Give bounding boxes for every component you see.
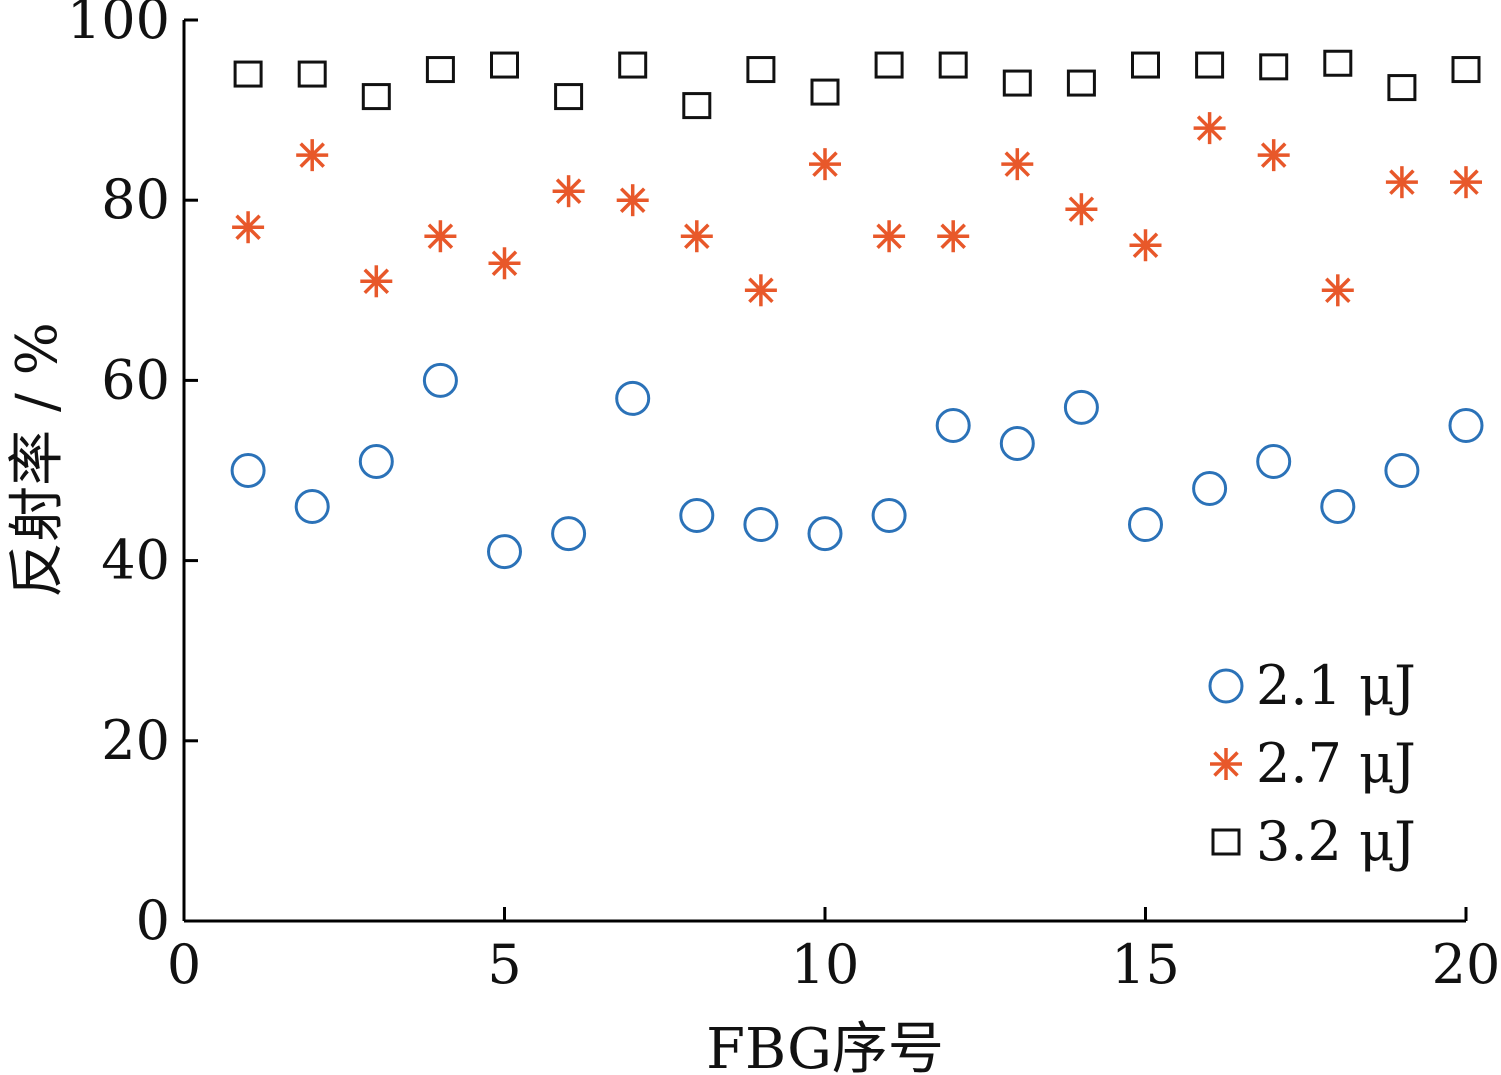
x-tick-label-15: 15 xyxy=(1111,933,1180,996)
x-tick-label-20: 20 xyxy=(1432,933,1501,996)
point-s1-x16 xyxy=(1192,471,1228,507)
x-tick-label-10: 10 xyxy=(791,933,860,996)
point-s1-x18 xyxy=(1320,489,1356,525)
point-s2-x14 xyxy=(1065,193,1098,226)
x-ticks: 0 5 10 15 20 xyxy=(167,907,1501,996)
legend-label-3: 3.2 μJ xyxy=(1256,810,1416,873)
point-s2-x15 xyxy=(1129,229,1162,262)
legend-marker-3 xyxy=(1211,828,1241,856)
point-s3-x15 xyxy=(1131,51,1160,79)
point-s3-x17 xyxy=(1259,53,1289,81)
point-s3-x7 xyxy=(618,51,648,79)
point-s3-x18 xyxy=(1323,49,1353,77)
point-s1-x6 xyxy=(551,516,587,552)
point-s3-x19 xyxy=(1387,74,1417,102)
point-s3-x16 xyxy=(1195,51,1225,79)
point-s3-x8 xyxy=(682,92,712,120)
y-tick-label-60: 60 xyxy=(101,348,170,411)
point-s2-x11 xyxy=(873,220,906,253)
y-tick-label-40: 40 xyxy=(101,529,170,592)
y-axis-label: 反射率 / % xyxy=(5,322,70,598)
point-s2-x8 xyxy=(680,220,713,253)
point-s1-x20 xyxy=(1448,407,1484,443)
legend-marker-1 xyxy=(1208,668,1244,704)
point-s3-x20 xyxy=(1451,56,1481,84)
point-s2-x2 xyxy=(296,139,329,172)
x-axis-label: FBG序号 xyxy=(706,1017,944,1075)
point-s3-x2 xyxy=(297,60,327,88)
point-s2-x13 xyxy=(1001,148,1034,181)
point-s1-x14 xyxy=(1063,389,1099,425)
point-s3-x6 xyxy=(554,83,584,111)
point-s1-x3 xyxy=(358,443,394,479)
point-s1-x13 xyxy=(999,425,1035,461)
point-s3-x14 xyxy=(1066,69,1096,97)
point-s3-x1 xyxy=(233,60,263,88)
point-s1-x8 xyxy=(679,498,715,534)
point-s2-x3 xyxy=(360,265,393,298)
point-s3-x13 xyxy=(1002,69,1032,97)
point-s3-x3 xyxy=(361,83,391,111)
point-s1-x1 xyxy=(230,453,266,488)
point-s2-x1 xyxy=(232,211,265,244)
data-marks xyxy=(230,49,1484,570)
legend-label-2: 2.7 μJ xyxy=(1256,732,1416,795)
point-s1-x9 xyxy=(743,507,779,543)
point-s3-x5 xyxy=(490,51,519,79)
legend-label-1: 2.1 μJ xyxy=(1256,654,1416,717)
y-tick-label-0: 0 xyxy=(136,889,170,952)
point-s2-x9 xyxy=(744,274,777,307)
y-tick-label-100: 100 xyxy=(67,0,170,51)
point-s3-x4 xyxy=(425,56,455,84)
point-s3-x11 xyxy=(874,51,904,79)
point-s2-x10 xyxy=(809,148,841,181)
point-s2-x20 xyxy=(1450,166,1482,199)
point-s3-x10 xyxy=(810,78,840,106)
point-s1-x15 xyxy=(1128,507,1163,543)
point-s2-x12 xyxy=(937,220,970,253)
x-tick-label-5: 5 xyxy=(487,933,521,996)
y-ticks: 0 20 40 60 80 100 xyxy=(67,0,198,952)
point-s2-x17 xyxy=(1257,139,1290,172)
point-s3-x12 xyxy=(938,51,968,79)
x-tick-label-0: 0 xyxy=(167,933,201,996)
point-s1-x19 xyxy=(1384,453,1420,488)
y-tick-label-20: 20 xyxy=(101,709,170,772)
point-s1-x4 xyxy=(422,362,458,398)
point-s1-x7 xyxy=(615,380,651,416)
point-s1-x10 xyxy=(807,516,843,552)
point-s1-x5 xyxy=(487,534,522,570)
point-s1-x11 xyxy=(871,498,907,534)
point-s2-x19 xyxy=(1385,166,1418,199)
point-s2-x4 xyxy=(424,220,457,253)
point-s3-x9 xyxy=(746,56,776,84)
point-s2-x16 xyxy=(1193,112,1226,145)
point-s1-x12 xyxy=(935,407,971,443)
point-s2-x5 xyxy=(488,247,521,280)
point-s2-x7 xyxy=(616,184,649,217)
point-s1-x17 xyxy=(1256,443,1292,479)
legend-marker-2 xyxy=(1210,748,1242,780)
point-s2-x6 xyxy=(552,175,585,208)
point-s1-x2 xyxy=(294,489,330,525)
point-s2-x18 xyxy=(1321,274,1354,307)
y-tick-label-80: 80 xyxy=(101,168,170,231)
legend: 2.1 μJ 2.7 μJ 3.2 μJ xyxy=(1208,654,1416,873)
